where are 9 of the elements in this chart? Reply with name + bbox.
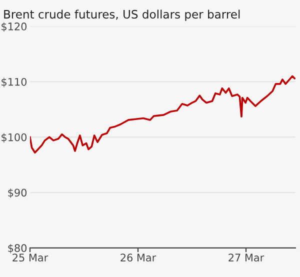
y-tick-label: $120 [2, 22, 27, 32]
x-tick-label: 25 Mar [12, 254, 48, 262]
y-tick-label: $110 [2, 78, 27, 88]
chart-title: Brent crude futures, US dollars per barrel [4, 10, 240, 21]
x-tick-label: 26 Mar [120, 254, 156, 262]
y-tick-label: $80 [8, 244, 27, 254]
y-tick-label: $90 [8, 188, 27, 198]
x-tick-label: 27 Mar [228, 254, 264, 262]
y-tick-label: $100 [2, 133, 27, 143]
